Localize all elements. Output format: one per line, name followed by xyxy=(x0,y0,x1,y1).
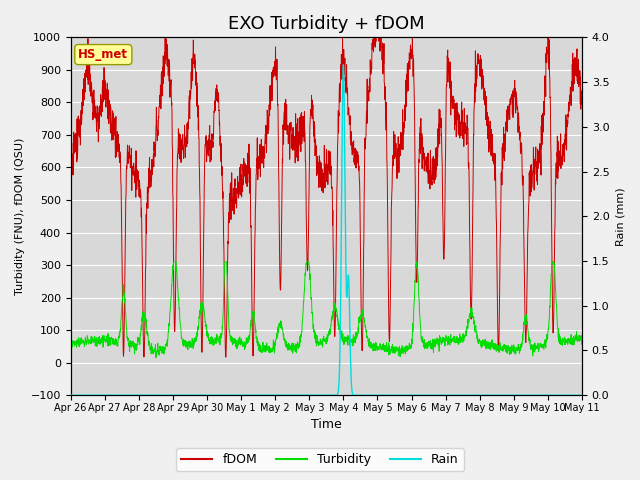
Title: EXO Turbidity + fDOM: EXO Turbidity + fDOM xyxy=(228,15,424,33)
Legend: fDOM, Turbidity, Rain: fDOM, Turbidity, Rain xyxy=(176,448,464,471)
Y-axis label: Rain (mm): Rain (mm) xyxy=(615,187,625,246)
Text: HS_met: HS_met xyxy=(78,48,129,61)
X-axis label: Time: Time xyxy=(311,419,342,432)
Y-axis label: Turbidity (FNU), fDOM (QSU): Turbidity (FNU), fDOM (QSU) xyxy=(15,138,25,295)
